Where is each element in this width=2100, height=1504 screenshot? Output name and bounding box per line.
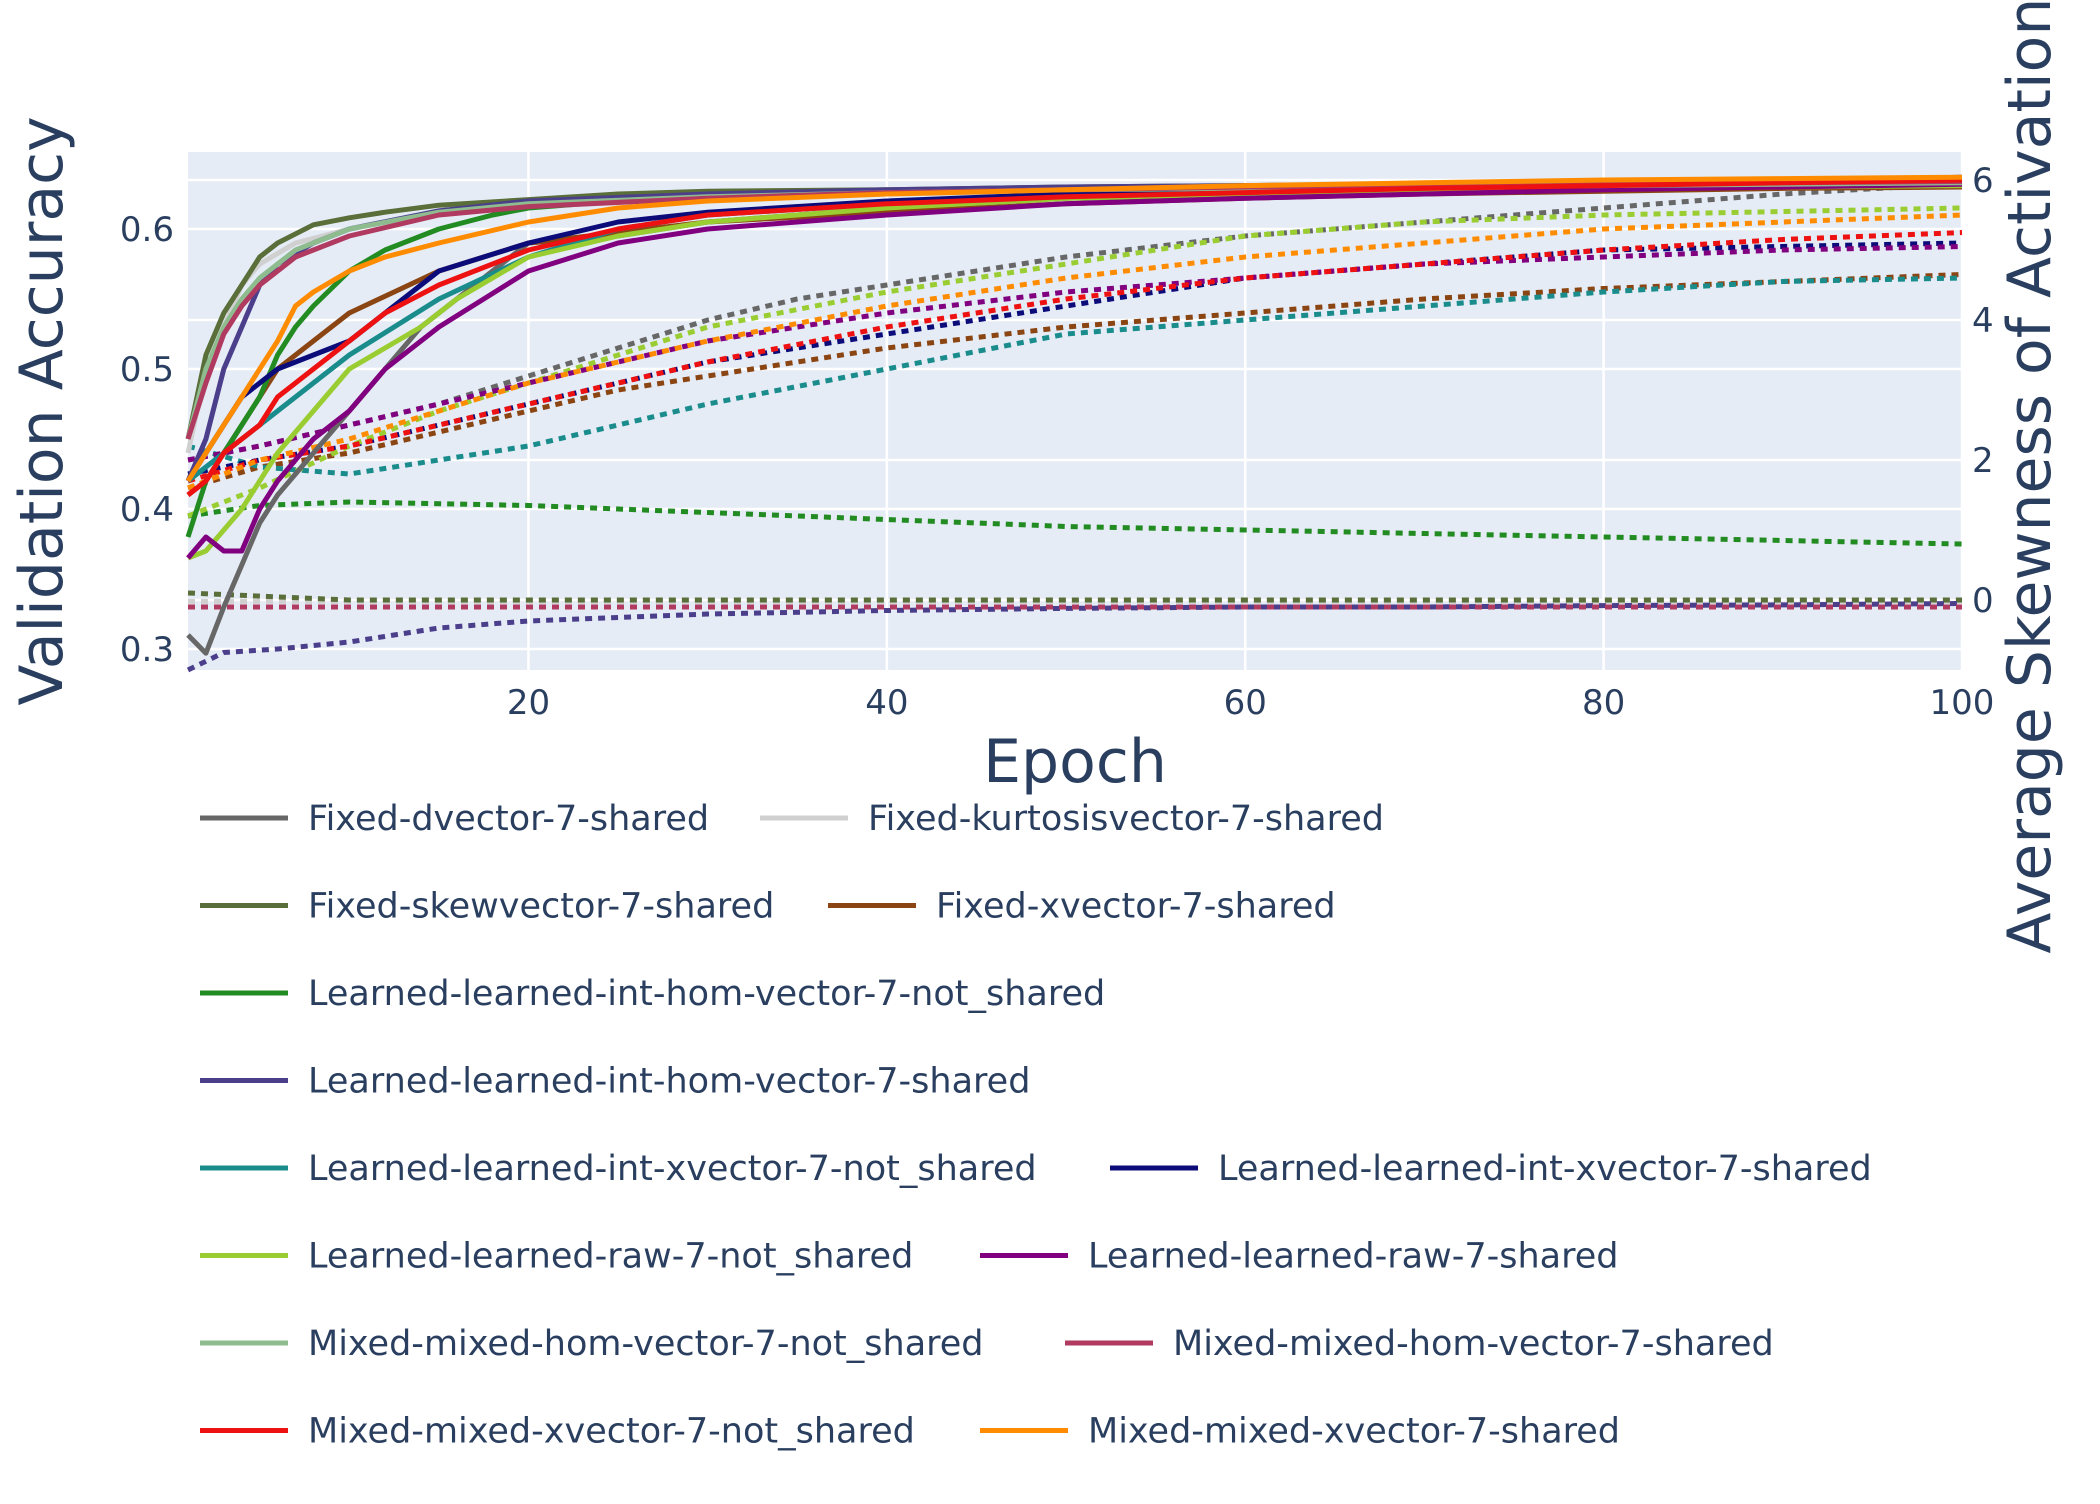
x-tick-label: 40 [865,683,908,723]
skewness-line-4 [187,499,1963,547]
y2-axis-title: Average Skewness of Activations [1995,0,2065,954]
y-tick-label: 0.3 [120,630,174,670]
skewness-line-5 [186,601,1963,673]
legend-label-11: Mixed-mixed-hom-vector-7-shared [1173,1324,1774,1364]
x-tick-label: 60 [1224,683,1267,723]
x-tick-label: 20 [507,683,550,723]
legend-label-3: Fixed-xvector-7-shared [936,887,1336,927]
skewness-line-6 [187,275,1963,477]
skewness-series [186,181,1963,673]
skewness-line-2 [187,590,1962,603]
y-tick-label: 0.6 [120,210,174,250]
legend-label-8: Learned-learned-raw-7-not_shared [308,1237,913,1277]
legend-label-0: Fixed-dvector-7-shared [308,799,709,839]
skewness-line-13 [187,212,1963,491]
legend-label-6: Learned-learned-int-xvector-7-not_shared [308,1149,1037,1189]
y2-tick-label: 6 [1972,161,1994,201]
plot-background [188,152,1962,670]
y2-tick-label: 0 [1972,581,1994,621]
y-tick-label: 0.5 [120,350,174,390]
accuracy-line-9 [186,181,1963,560]
legend-label-9: Learned-learned-raw-7-shared [1088,1237,1618,1277]
x-tick-label: 100 [1930,683,1995,723]
accuracy-series [185,174,1963,656]
accuracy-line-12 [186,177,1963,497]
legend: Fixed-dvector-7-shared Fixed-kurtosisvect… [200,799,1872,1452]
legend-label-1: Fixed-kurtosisvector-7-shared [868,799,1384,839]
x-tick-label: 80 [1582,683,1625,723]
legend-label-4: Learned-learned-int-hom-vector-7-not_sha… [308,974,1105,1014]
legend-label-2: Fixed-skewvector-7-shared [308,887,774,927]
y-axis-title: Validation Accuracy [7,116,77,705]
accuracy-line-13 [185,174,1963,483]
x-axis-title: Epoch [983,727,1167,797]
y-tick-label: 0.4 [120,490,174,530]
legend-label-12: Mixed-mixed-xvector-7-not_shared [308,1412,915,1452]
tick-labels: 20 40 60 80 100 0.3 0.4 0.5 0.6 0 2 4 6 [120,161,1995,723]
legend-label-10: Mixed-mixed-hom-vector-7-not_shared [308,1324,984,1364]
y2-tick-label: 4 [1972,301,1994,341]
skewness-line-12 [187,230,1963,484]
legend-label-5: Learned-learned-int-hom-vector-7-shared [308,1062,1030,1102]
y2-tick-label: 2 [1972,441,1994,481]
legend-label-13: Mixed-mixed-xvector-7-shared [1088,1412,1620,1452]
legend-label-7: Learned-learned-int-xvector-7-shared [1218,1149,1872,1189]
